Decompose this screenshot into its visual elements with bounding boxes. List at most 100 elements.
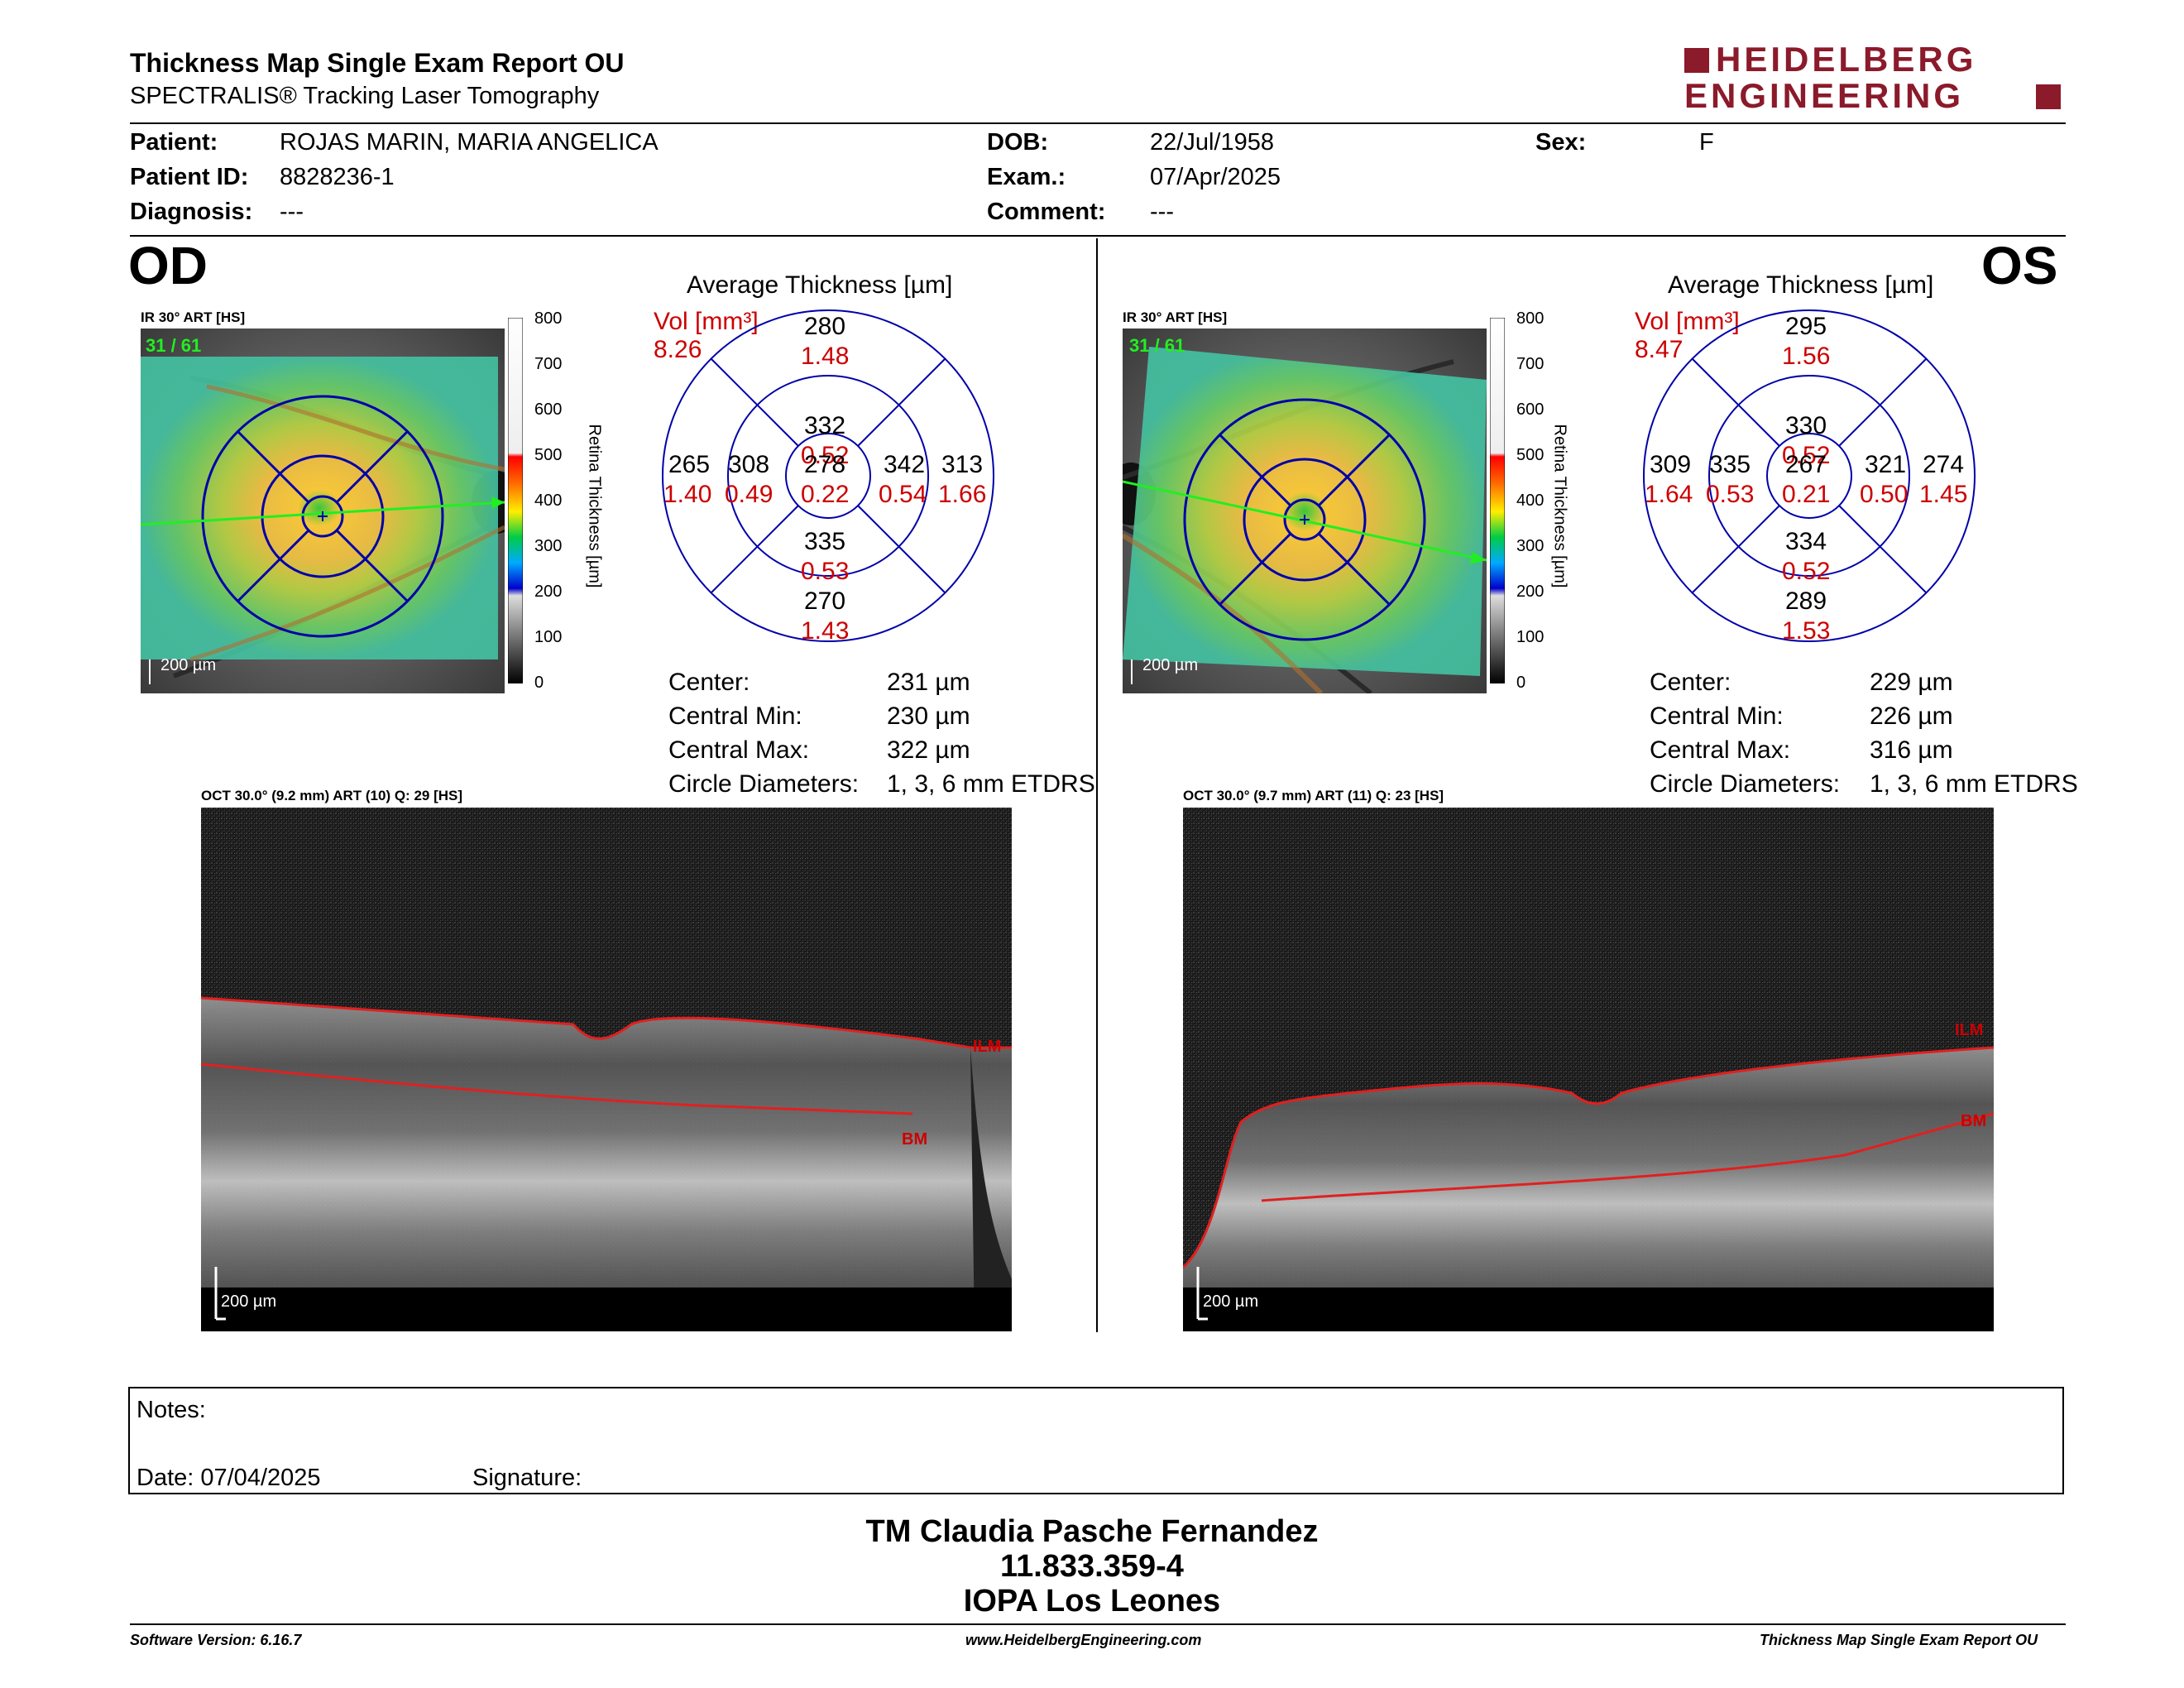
os-oct-scale-label: 200 µm — [1203, 1292, 1259, 1311]
signature-id: 11.833.359-4 — [1000, 1549, 1184, 1584]
center-divider — [1096, 238, 1098, 1332]
od-tick-0: 0 — [534, 674, 544, 692]
od-cmin-value: 230 µm — [887, 703, 970, 730]
logo-text-top: HEIDELBERG — [1716, 40, 1977, 79]
od-tick-800: 800 — [534, 309, 563, 328]
os-oct-label: OCT 30.0° (9.7 mm) ART (11) Q: 23 [HS] — [1183, 788, 1444, 803]
od-outer-tmp-volume: 1.66 — [938, 481, 987, 508]
od-cmax-label: Central Max: — [668, 736, 810, 764]
os-outer-nas-volume: 1.64 — [1645, 481, 1693, 508]
od-tick-700: 700 — [534, 355, 563, 373]
comment-value: --- — [1150, 199, 1174, 225]
od-tick-100: 100 — [534, 628, 563, 646]
os-outer-inf-thickness: 289 — [1785, 587, 1827, 615]
os-outer-nas-thickness: 309 — [1650, 451, 1692, 478]
report-subtitle: SPECTRALIS® Tracking Laser Tomography — [130, 83, 600, 109]
os-tick-300: 300 — [1516, 537, 1545, 555]
os-outer-sup-thickness: 295 — [1785, 313, 1827, 340]
patient-divider — [130, 235, 2066, 237]
od-inner-sup-volume: 0.52 — [801, 442, 850, 469]
exam-value: 07/Apr/2025 — [1150, 164, 1281, 190]
heidelberg-logo: HEIDELBERG ENGINEERING — [1684, 40, 2065, 116]
od-inner-nas-volume: 0.49 — [725, 481, 774, 508]
patient-value: ROJAS MARIN, MARIA ANGELICA — [280, 129, 659, 156]
od-bm-label: BM — [902, 1130, 928, 1149]
od-ir-label: IR 30° ART [HS] — [141, 309, 246, 325]
os-tick-0: 0 — [1516, 674, 1526, 692]
od-cmax-value: 322 µm — [887, 736, 970, 764]
od-tick-300: 300 — [534, 537, 563, 555]
sex-value: F — [1699, 129, 1714, 156]
os-inner-inf-thickness: 334 — [1785, 528, 1827, 555]
od-center-label: Center: — [668, 669, 750, 696]
od-inner-nas-thickness: 308 — [728, 451, 770, 478]
od-vol-value: 8.26 — [654, 336, 702, 363]
od-tick-600: 600 — [534, 400, 563, 419]
signature-org: IOPA Los Leones — [963, 1584, 1221, 1618]
od-outer-sup-volume: 1.48 — [801, 343, 850, 370]
patient-label: Patient: — [130, 129, 218, 156]
od-center-volume: 0.22 — [801, 481, 850, 508]
od-circle-value: 1, 3, 6 mm ETDRS — [887, 770, 1095, 798]
os-inner-tmp-thickness: 321 — [1865, 451, 1907, 478]
os-outer-inf-volume: 1.53 — [1782, 617, 1831, 645]
od-tick-200: 200 — [534, 583, 563, 601]
diagnosis-label: Diagnosis: — [130, 199, 253, 225]
od-inner-sup-thickness: 332 — [804, 412, 846, 439]
od-oct-label: OCT 30.0° (9.2 mm) ART (10) Q: 29 [HS] — [201, 788, 463, 803]
notes-date: Date: 07/04/2025 — [136, 1465, 321, 1491]
os-cmin-label: Central Min: — [1650, 703, 1784, 730]
dob-value: 22/Jul/1958 — [1150, 129, 1274, 156]
notes-box: Notes: Date: 07/04/2025 Signature: — [128, 1387, 2064, 1494]
os-inner-inf-volume: 0.52 — [1782, 558, 1831, 585]
os-bm-label: BM — [1961, 1112, 1987, 1130]
os-tick-700: 700 — [1516, 355, 1545, 373]
diagnosis-value: --- — [280, 199, 304, 225]
od-inner-tmp-volume: 0.54 — [879, 481, 927, 508]
os-tick-200: 200 — [1516, 583, 1545, 601]
od-inner-inf-thickness: 335 — [804, 528, 846, 555]
os-inner-sup-volume: 0.52 — [1782, 442, 1831, 469]
os-vol-value: 8.47 — [1635, 336, 1684, 363]
os-scale-label: 200 µm — [1142, 656, 1199, 674]
od-tick-400: 400 — [534, 492, 563, 510]
notes-label: Notes: — [136, 1397, 206, 1423]
os-colorbar-axis-label: Retina Thickness [µm] — [1550, 424, 1569, 588]
os-inner-nas-volume: 0.53 — [1706, 481, 1755, 508]
os-tick-600: 600 — [1516, 400, 1545, 419]
od-inner-tmp-thickness: 342 — [884, 451, 926, 478]
od-tick-500: 500 — [534, 446, 563, 464]
od-avg-title: Average Thickness [µm] — [687, 271, 953, 299]
od-colorbar — [507, 317, 524, 684]
os-tick-400: 400 — [1516, 492, 1545, 510]
patient-id-label: Patient ID: — [130, 164, 249, 190]
od-colorbar-ticks: 800 700 600 500 400 300 200 100 0 — [534, 309, 568, 692]
os-etdrs-grid — [1640, 306, 1979, 645]
os-avg-title: Average Thickness [µm] — [1668, 271, 1934, 299]
os-oct-bscan: ILM BM 200 µm — [1181, 808, 1995, 1331]
os-tick-100: 100 — [1516, 628, 1545, 646]
od-outer-nas-volume: 1.40 — [663, 481, 712, 508]
od-vol-label: Vol [mm³] — [654, 308, 759, 335]
os-colorbar-ticks: 800 700 600 500 400 300 200 100 0 — [1516, 309, 1549, 692]
od-fundus-image: 31 / 61 200 µm — [141, 328, 505, 693]
footer-software: Software Version: 6.16.7 — [130, 1632, 302, 1648]
od-center-value: 231 µm — [887, 669, 970, 696]
comment-label: Comment: — [987, 199, 1106, 225]
od-frame-counter: 31 / 61 — [146, 335, 202, 356]
od-eye-label: OD — [128, 236, 208, 295]
os-fundus-image: 31 / 61 200 µm — [1123, 328, 1487, 693]
od-cmin-label: Central Min: — [668, 703, 802, 730]
footer-divider — [130, 1623, 2066, 1625]
os-cmax-label: Central Max: — [1650, 736, 1791, 764]
logo-square-bottom — [2036, 84, 2061, 109]
os-outer-tmp-thickness: 274 — [1923, 451, 1965, 478]
os-center-label: Center: — [1650, 669, 1731, 696]
footer-website[interactable]: www.HeidelbergEngineering.com — [965, 1632, 1202, 1648]
os-inner-tmp-volume: 0.50 — [1860, 481, 1909, 508]
os-inner-nas-thickness: 335 — [1709, 451, 1751, 478]
footer-report-name: Thickness Map Single Exam Report OU — [1760, 1632, 2038, 1648]
od-oct-scale-label: 200 µm — [221, 1292, 277, 1311]
os-colorbar — [1489, 317, 1506, 684]
logo-text-bottom: ENGINEERING — [1684, 76, 1965, 115]
